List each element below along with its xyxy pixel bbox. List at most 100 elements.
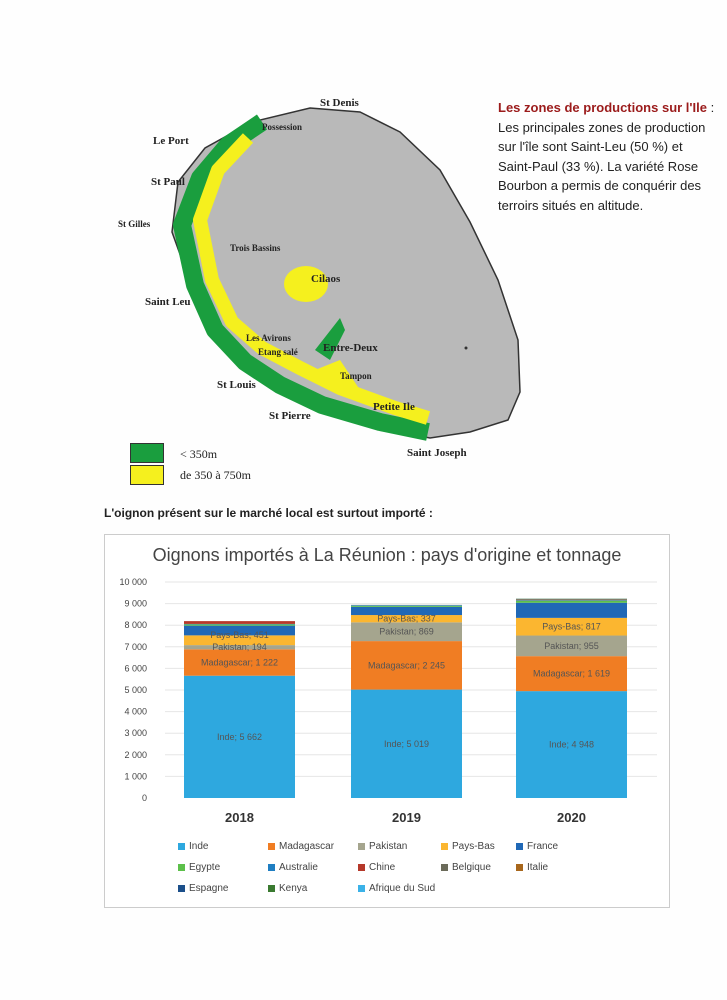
legend-label: Belgique [452, 862, 491, 873]
legend-swatch [268, 885, 275, 892]
map-label-tampon: Tampon [340, 371, 372, 381]
zone-mid-altitude [193, 133, 431, 425]
legend-swatch [358, 885, 365, 892]
legend-swatch [516, 843, 523, 850]
legend-swatch [178, 864, 185, 871]
legend-swatch-low [130, 443, 164, 463]
data-label: Pakistan; 869 [379, 627, 434, 637]
legend-item: Inde [178, 841, 208, 852]
bar-segment-chine [184, 621, 295, 624]
map-label-entre-deux: Entre-Deux [323, 342, 378, 354]
map-label-st-denis: St Denis [320, 97, 359, 109]
legend-swatch [516, 864, 523, 871]
chart-title: Oignons importés à La Réunion : pays d'o… [152, 545, 622, 565]
y-tick-label: 8 000 [124, 620, 147, 630]
bar-segment-belgique [516, 599, 627, 601]
bar-segment-madagascar [184, 649, 295, 676]
legend-label: Madagascar [279, 841, 335, 852]
y-tick-label: 9 000 [124, 599, 147, 609]
bar-segment-egypte [351, 605, 462, 607]
bar-segment-madagascar [351, 641, 462, 690]
legend-label: Italie [527, 862, 549, 873]
legend-label: Inde [189, 841, 209, 852]
x-category-label: 2019 [392, 810, 421, 825]
data-label: Pakistan; 194 [212, 642, 267, 652]
legend-label-mid: de 350 à 750m [180, 468, 251, 482]
y-tick-label: 1 000 [124, 771, 147, 781]
bar-segment-madagascar [516, 656, 627, 692]
legend-label: Kenya [279, 883, 308, 894]
legend-swatch [441, 864, 448, 871]
data-label: Pays-Bas; 337 [377, 614, 436, 624]
bar-segment-france [351, 606, 462, 616]
data-label: Inde; 4 948 [549, 740, 594, 750]
legend-label: Espagne [189, 883, 229, 894]
legend-item: Afrique du Sud [358, 883, 435, 894]
legend-item: Espagne [178, 883, 228, 894]
map-label-cilaos: Cilaos [311, 273, 341, 285]
y-tick-label: 0 [142, 793, 147, 803]
legend-item: Chine [358, 862, 395, 873]
legend-label: Chine [369, 862, 396, 873]
bar-segment-australie [351, 605, 462, 606]
legend-item: Italie [516, 862, 548, 873]
map-label-les-avirons: Les Avirons [246, 333, 291, 343]
legend-label: Afrique du Sud [369, 883, 436, 894]
map-dot [464, 346, 468, 350]
bar-segment-france [184, 625, 295, 636]
legend-label: France [527, 841, 559, 852]
bar-segment-inde [351, 689, 462, 798]
legend-swatch [268, 843, 275, 850]
x-category-label: 2018 [225, 810, 254, 825]
map-label-st-paul: St Paul [151, 176, 185, 188]
map-label-etang-sale: Etang salé [258, 347, 298, 357]
y-tick-label: 3 000 [124, 728, 147, 738]
legend-swatch [178, 885, 185, 892]
bar-segment-egypte [516, 600, 627, 603]
data-label: Pakistan; 955 [544, 641, 599, 651]
y-tick-label: 6 000 [124, 663, 147, 673]
bar-segment-egypte [184, 624, 295, 626]
zone-low-altitude [173, 114, 430, 441]
reunion-map [171, 107, 521, 441]
data-label: Madagascar; 2 245 [368, 660, 445, 670]
zone-cilaos [284, 266, 328, 302]
map-label-saint-joseph: Saint Joseph [407, 447, 467, 459]
data-label: Pays-Bas; 451 [210, 630, 269, 640]
zone-tampon-yellow [315, 360, 360, 395]
legend-item: France [516, 841, 558, 852]
y-tick-label: 2 000 [124, 750, 147, 760]
y-tick-label: 4 000 [124, 707, 147, 717]
legend-item: Egypte [178, 862, 220, 873]
chart-plot: 0 1 000 2 000 3 000 4 000 5 000 6 000 7 000 8 00… [119, 577, 657, 825]
bar-segment-pakistan [351, 622, 462, 642]
map-label-st-gilles: St Gilles [118, 219, 151, 229]
legend-item: Australie [268, 862, 318, 873]
x-category-label: 2020 [557, 810, 586, 825]
bar-segment-pays-bas [516, 617, 627, 636]
legend-label: Pays-Bas [452, 841, 495, 852]
bar-segment-france [516, 602, 627, 618]
map-label-petite-ile: Petite Ile [373, 401, 415, 413]
map-label-st-louis: St Louis [217, 379, 256, 391]
legend-swatch [268, 864, 275, 871]
legend-swatch [358, 864, 365, 871]
bar-segment-pakistan [184, 645, 295, 650]
legend-label: Egypte [189, 862, 221, 873]
production-zones-text: Les zones de productions sur l'Ile : Les… [498, 98, 718, 215]
legend-item: Kenya [268, 883, 307, 894]
legend-item: Pays-Bas [441, 841, 495, 852]
legend-swatch-mid [130, 465, 164, 485]
intro-body: : Les principales zones de production su… [498, 100, 715, 213]
map-label-st-pierre: St Pierre [269, 410, 311, 422]
data-label: Inde; 5 019 [384, 739, 429, 749]
onion-import-chart: Oignons importés à La Réunion : pays d'o… [104, 534, 670, 908]
legend-label: Pakistan [369, 841, 408, 852]
legend-swatch [358, 843, 365, 850]
legend-swatch [441, 843, 448, 850]
section-subtitle: L'oignon présent sur le marché local est… [104, 506, 433, 520]
data-label: Inde; 5 662 [217, 732, 262, 742]
legend-label: Australie [279, 862, 318, 873]
y-tick-label: 7 000 [124, 642, 147, 652]
